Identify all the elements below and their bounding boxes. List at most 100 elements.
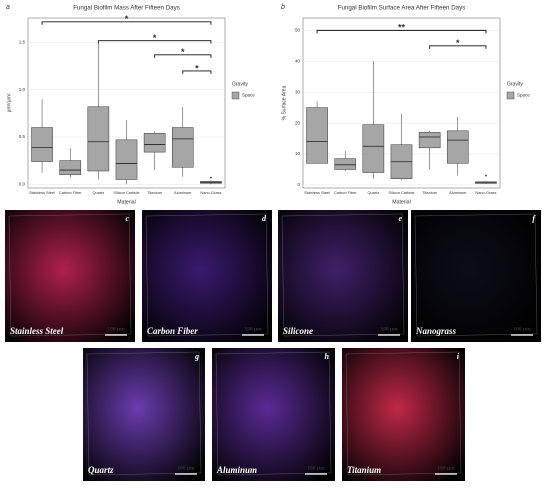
significance-label: *: [456, 38, 460, 48]
volume-outline: [345, 351, 462, 476]
significance-label: *: [181, 47, 185, 57]
scale-label: 100 μm: [107, 326, 125, 332]
panel-letter: h: [325, 352, 330, 361]
x-tick-label: Aluminum: [449, 190, 466, 195]
panel-label: Aluminum: [216, 465, 257, 475]
panel-label: Titanium: [347, 465, 381, 475]
scale-label: 100 μm: [177, 465, 195, 471]
micrograph: [142, 210, 272, 342]
y-tick-label: 0.5: [19, 134, 26, 139]
volume-outline: [145, 213, 269, 337]
legend-label: Space: [242, 93, 255, 98]
volume-outline: [281, 213, 405, 337]
scale-label: 100 μm: [244, 326, 262, 332]
x-axis-label: Material: [392, 199, 410, 205]
box: [59, 160, 82, 176]
x-tick-label: Quartz: [368, 190, 380, 195]
micrograph: [5, 210, 135, 342]
panel-letter: b: [281, 4, 285, 11]
legend-title: Gravity: [507, 81, 523, 87]
panel-label: Stainless Steel: [10, 326, 64, 336]
volume-outline: [215, 351, 332, 476]
box: [171, 127, 194, 168]
box: [418, 132, 441, 149]
panel-label: Silicone: [283, 326, 313, 336]
y-tick-label: 30: [295, 89, 301, 94]
significance-bracket: [154, 54, 212, 58]
scale-label: 100 μm: [380, 326, 398, 332]
outlier: [210, 176, 212, 179]
x-tick-label: Titanium: [422, 190, 437, 195]
x-tick-label: Nano-Grass: [200, 190, 221, 195]
micrograph: [212, 348, 335, 481]
significance-label: **: [398, 23, 406, 33]
y-axis-label: μm³/μm²: [6, 93, 12, 112]
x-tick-label: Aluminum: [174, 190, 191, 195]
significance-label: *: [125, 14, 129, 24]
x-tick-label: Quartz: [93, 190, 105, 195]
y-tick-label: 20: [295, 120, 301, 125]
y-tick-label: 0: [297, 182, 300, 187]
y-axis-label: % Surface Area: [281, 85, 287, 120]
box: [446, 130, 469, 164]
x-tick-label: Carbon Fiber: [59, 190, 82, 195]
chart-title: Fungal Biofilm Surface Area After Fiftee…: [338, 5, 466, 12]
box: [362, 124, 385, 173]
x-tick-label: Nano-Grass: [475, 190, 496, 195]
legend-title: Gravity: [232, 81, 248, 87]
legend-label: Space: [517, 93, 530, 98]
y-tick-label: 10: [295, 151, 301, 156]
panel-letter: c: [125, 214, 129, 223]
y-tick-label: 50: [295, 28, 301, 33]
micrograph: [411, 210, 541, 342]
legend-swatch: [506, 91, 515, 100]
micrograph: [83, 348, 205, 481]
panel-letter: i: [457, 352, 460, 361]
significance-bracket: [97, 40, 212, 44]
box: [334, 158, 357, 170]
box: [306, 107, 328, 164]
y-tick-label: 1.0: [19, 87, 26, 92]
panel-letter: d: [262, 214, 267, 223]
micrograph: [342, 348, 465, 481]
box: [87, 106, 110, 172]
y-tick-label: 0.0: [19, 181, 26, 186]
panel-letter: f: [532, 214, 536, 223]
volume-outline: [8, 213, 132, 337]
x-tick-label: Carbon Fiber: [334, 190, 357, 195]
legend-swatch: [231, 91, 240, 100]
panel-letter: a: [6, 4, 10, 11]
x-tick-label: Titanium: [147, 190, 162, 195]
box: [31, 127, 53, 162]
y-tick-label: 40: [295, 58, 301, 63]
panel-letter: g: [194, 352, 199, 361]
significance-bracket: [429, 45, 487, 49]
x-axis-label: Material: [117, 199, 135, 205]
scale-label: 100 μm: [437, 465, 455, 471]
x-tick-label: Stainless Steel: [304, 190, 330, 195]
volume-outline: [414, 213, 538, 337]
x-tick-label: Silicon Carbide: [388, 190, 414, 195]
micrograph: [278, 210, 408, 342]
panel-label: Quartz: [88, 465, 114, 475]
significance-bracket: [182, 70, 212, 74]
volume-outline: [86, 351, 202, 476]
x-tick-label: Stainless Steel: [29, 190, 55, 195]
significance-bracket: [41, 21, 212, 25]
scale-label: 100 μm: [513, 326, 531, 332]
scale-label: 100 μm: [307, 465, 325, 471]
x-tick-label: Silicon Carbide: [113, 190, 139, 195]
y-tick-label: 1.5: [19, 40, 26, 45]
chart-title: Fungal Biofilm Mass After Fifteen Days: [73, 5, 180, 12]
outlier: [485, 174, 487, 177]
significance-bracket: [316, 29, 487, 34]
panel-label: Carbon Fiber: [147, 326, 198, 336]
panel-label: Nanograss: [415, 326, 457, 336]
box: [115, 139, 138, 180]
significance-label: *: [195, 63, 199, 73]
box: [143, 132, 166, 153]
panel-letter: e: [398, 214, 402, 223]
significance-label: *: [153, 33, 157, 43]
